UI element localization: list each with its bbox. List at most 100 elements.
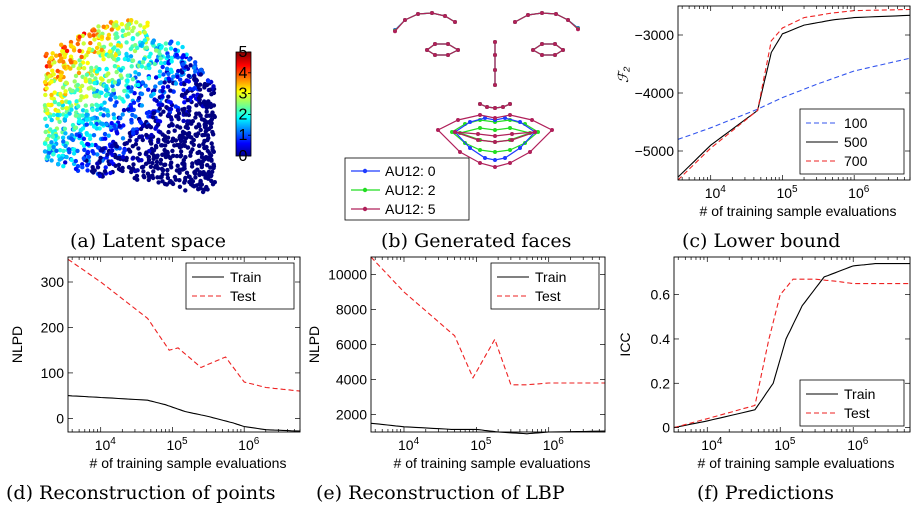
scatter-point: [150, 115, 156, 120]
scatter-point: [104, 92, 109, 97]
scatter-point: [159, 45, 164, 50]
landmark-point: [433, 53, 437, 57]
scatter-point: [203, 125, 208, 131]
scatter-point: [94, 69, 100, 74]
scatter-point: [125, 22, 131, 27]
scatter-point: [202, 122, 207, 127]
scatter-point: [182, 166, 187, 171]
scatter-point: [90, 165, 95, 170]
scatter-point: [175, 108, 181, 113]
scatter-point: [105, 152, 110, 157]
scatter-point: [68, 54, 74, 59]
scatter-point: [170, 148, 175, 154]
landmark-point: [526, 13, 530, 17]
scatter-point: [85, 60, 90, 66]
scatter-point: [44, 123, 50, 129]
scatter-point: [80, 126, 86, 131]
landmark-point: [456, 48, 460, 52]
legend-label: Train: [844, 386, 875, 402]
scatter-point: [193, 69, 198, 74]
scatter-point: [177, 178, 182, 183]
series-line-test: [370, 256, 605, 386]
panel-latent-space: 0 1 2 3 4 5: [0, 0, 300, 230]
chart-recon-points: 104 105 106 0 100 200 300 # of training sample …: [9, 256, 301, 471]
y-tick-label: 2000: [336, 407, 367, 423]
scatter-point: [209, 178, 214, 184]
scatter-point: [184, 112, 189, 117]
scatter-point: [143, 161, 149, 166]
y-tick-label: 100: [41, 365, 65, 381]
scatter-point: [166, 129, 171, 135]
x-tick-label: 105: [774, 436, 796, 453]
scatter-point: [74, 99, 79, 104]
scatter-point: [62, 45, 67, 50]
scatter-point: [124, 40, 129, 45]
scatter-point: [197, 182, 202, 187]
scatter-point: [148, 51, 153, 56]
scatter-point: [206, 135, 211, 141]
scatter-point: [150, 173, 155, 178]
chart-lower-bound: 104 105 106 −3000 −4000 −5000 # of training sa…: [615, 5, 911, 219]
scatter-point: [146, 76, 152, 81]
scatter-point: [79, 83, 85, 89]
scatter-point: [116, 56, 121, 62]
scatter-point: [58, 77, 63, 83]
scatter-point: [166, 94, 171, 99]
scatter-point: [84, 109, 89, 114]
scatter-point: [95, 107, 100, 113]
scatter-point: [207, 113, 212, 118]
scatter-point: [91, 87, 97, 92]
scatter-point: [76, 119, 82, 124]
scatter-point: [121, 123, 126, 128]
legend-label: 100: [844, 115, 868, 131]
scatter-point: [211, 164, 217, 169]
scatter-point: [187, 86, 193, 92]
landmark-point: [493, 53, 497, 57]
scatter-point: [194, 103, 199, 108]
scatter-point: [157, 119, 163, 124]
scatter-point: [151, 169, 156, 174]
y-tick-label: 200: [41, 319, 65, 335]
scatter-point: [129, 88, 134, 94]
scatter-point: [111, 56, 117, 62]
scatter-point: [55, 68, 60, 74]
landmark-point: [553, 42, 557, 46]
scatter-point: [120, 136, 126, 141]
scatter-point: [89, 73, 95, 78]
scatter-point: [77, 133, 82, 139]
scatter-point: [92, 124, 97, 129]
scatter-point: [127, 131, 133, 136]
caption-a: (a) Latent space: [70, 230, 227, 252]
legend: Train Test: [490, 262, 600, 310]
y-tick-label: 4000: [336, 372, 367, 388]
scatter-point: [84, 117, 90, 123]
scatter-point: [85, 163, 90, 168]
scatter-point: [182, 100, 187, 105]
scatter-point: [105, 108, 110, 113]
scatter-point: [198, 127, 203, 133]
scatter-point: [158, 60, 164, 66]
landmark-point: [540, 53, 544, 57]
landmark-point: [453, 130, 457, 134]
y-tick-label: 0.4: [651, 331, 671, 347]
scatter-point: [136, 72, 142, 77]
scatter-point: [139, 165, 145, 170]
scatter-point: [76, 66, 81, 71]
scatter-point: [152, 61, 157, 67]
scatter-point: [98, 106, 103, 111]
scatter-point: [96, 94, 102, 99]
scatter-point: [176, 68, 181, 74]
scatter-point: [165, 139, 171, 145]
landmark-point: [510, 138, 514, 142]
scatter-point: [104, 66, 109, 72]
colorbar-tick-label: 5: [239, 44, 248, 61]
scatter-point: [72, 79, 77, 84]
x-tick-label: 106: [543, 436, 565, 453]
scatter-point: [184, 170, 190, 175]
scatter-point: [77, 34, 82, 40]
scatter-point: [132, 48, 138, 54]
scatter-point: [155, 122, 161, 127]
scatter-point: [113, 53, 118, 58]
y-tick-label: 0: [56, 410, 64, 426]
legend-label: AU12: 0: [385, 163, 436, 179]
